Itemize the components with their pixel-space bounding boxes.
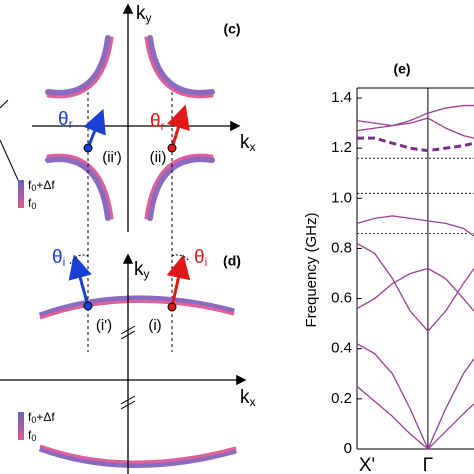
y-tick-label: 1.2 <box>331 139 352 156</box>
y-tick-label: 1.0 <box>331 189 352 206</box>
kx-label: kx <box>240 387 256 409</box>
theta-label: θr <box>58 109 73 131</box>
legend-bar <box>18 412 24 440</box>
theta-label: θr <box>150 111 165 133</box>
point <box>83 301 93 311</box>
point-label: (i) <box>148 317 161 334</box>
band-line <box>356 117 474 139</box>
band-line <box>356 242 474 332</box>
ky-label: ky <box>134 259 150 281</box>
band-line <box>356 343 474 450</box>
x-tick-label: X' <box>359 455 375 474</box>
axis-break <box>120 325 136 410</box>
theta-label: θi <box>52 247 65 269</box>
x-tick-label: Γ <box>423 455 433 474</box>
y-tick-label: 0.6 <box>331 290 352 307</box>
y-tick-label: 1.4 <box>331 89 352 106</box>
theta-label: θi <box>194 247 207 269</box>
arrow <box>166 254 191 308</box>
panel-label: (c) <box>223 21 240 37</box>
point <box>83 143 93 153</box>
arrow <box>166 104 190 149</box>
arrow <box>68 254 92 307</box>
angle-arc <box>69 254 89 265</box>
y-tick-label: 0.8 <box>331 239 352 256</box>
iso-curves <box>45 35 215 221</box>
y-axis-title: Frequency (GHz) <box>303 212 320 327</box>
band-line <box>356 104 474 132</box>
legend-label: f0+Δf <box>28 178 55 193</box>
band-line <box>356 385 474 450</box>
band-line <box>356 267 474 312</box>
panel-label: (d) <box>223 253 241 269</box>
point <box>167 143 177 153</box>
panel-d: ky (d) kx θi θi (i') (i) f0+Δf f0 <box>0 247 256 474</box>
iso-curve <box>39 299 235 320</box>
angle-arc <box>171 254 191 263</box>
legend-label: f0+Δf <box>28 410 55 425</box>
edge-decor <box>0 99 19 181</box>
point-label: (ii) <box>150 149 167 166</box>
kx-label: kx <box>240 132 256 154</box>
iso-curve <box>38 444 237 468</box>
point-label: (ii') <box>102 149 122 166</box>
point <box>167 302 177 312</box>
panel-label: (e) <box>393 61 410 77</box>
legend-label: f0 <box>28 196 36 211</box>
panel-e: (e) Frequency (GHz) 0 0.2 0.4 0.6 0.8 1.0 1.2 1… <box>303 61 474 474</box>
band-line <box>357 136 474 153</box>
band-line <box>356 215 474 237</box>
y-tick-label: 0.4 <box>331 340 352 357</box>
iso-curve <box>39 444 237 464</box>
y-tick-label: 0 <box>344 440 352 457</box>
y-tick-label: 0.2 <box>331 390 352 407</box>
legend-bar <box>18 180 24 208</box>
point-label: (i') <box>96 317 112 334</box>
legend-label: f0 <box>28 428 36 443</box>
iso-curve <box>38 295 235 320</box>
ky-label: ky <box>136 3 152 25</box>
arrow <box>83 108 106 149</box>
